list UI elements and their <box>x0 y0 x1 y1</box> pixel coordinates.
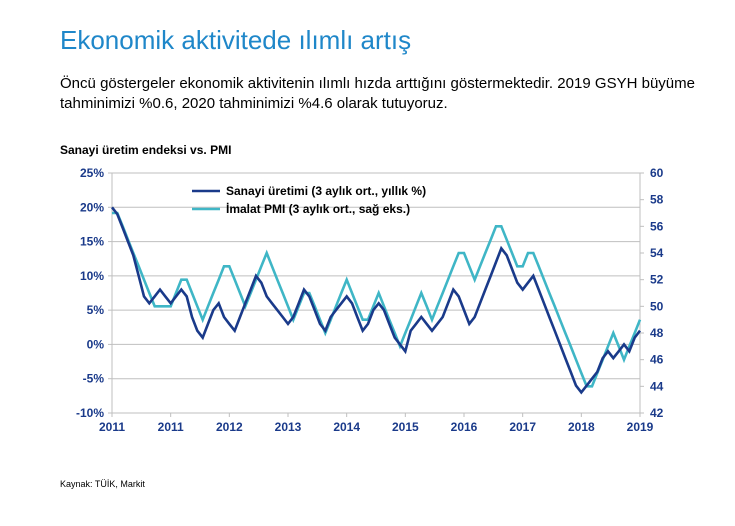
page-subtitle: Öncü göstergeler ekonomik aktivitenin ıl… <box>60 74 695 115</box>
y-left-tick: -10% <box>76 406 104 420</box>
x-tick: 2011 <box>99 420 125 434</box>
y-right-tick: 44 <box>650 379 664 393</box>
legend-label: Sanayi üretimi (3 aylık ort., yıllık %) <box>226 184 426 198</box>
page-title: Ekonomik aktivitede ılımlı artış <box>60 25 695 56</box>
y-left-tick: 5% <box>87 303 105 317</box>
x-tick: 2019 <box>627 420 654 434</box>
x-tick: 2014 <box>333 420 360 434</box>
x-tick: 2011 <box>158 420 184 434</box>
x-tick: 2018 <box>568 420 595 434</box>
legend-label: İmalat PMI (3 aylık ort., sağ eks.) <box>226 201 410 216</box>
line-chart: -10% -5% 0% 5% 10% 15% 20% 25% 42 44 46 48 50 52 54 56 5… <box>60 163 680 453</box>
y-right-tick: 56 <box>650 219 664 233</box>
x-tick: 2013 <box>275 420 302 434</box>
y-left-tick: 10% <box>80 268 104 282</box>
y-left-tick: 25% <box>80 166 104 180</box>
y-right-tick: 60 <box>650 166 664 180</box>
y-left-tick: 0% <box>87 337 105 351</box>
y-right-tick: 42 <box>650 406 664 420</box>
y-left-tick: 20% <box>80 200 104 214</box>
y-right-tick: 50 <box>650 299 664 313</box>
series-pmi <box>112 213 640 386</box>
y-right-tick: 54 <box>650 246 664 260</box>
x-tick: 2016 <box>451 420 478 434</box>
y-right-tick: 52 <box>650 272 664 286</box>
x-tick: 2012 <box>216 420 243 434</box>
y-left-tick: -5% <box>83 371 105 385</box>
y-right-tick: 48 <box>650 326 664 340</box>
y-right-tick: 46 <box>650 352 664 366</box>
chart-source: Kaynak: TÜİK, Markit <box>60 479 695 489</box>
x-tick: 2017 <box>509 420 536 434</box>
y-right-tick: 58 <box>650 192 664 206</box>
chart-title: Sanayi üretim endeksi vs. PMI <box>60 143 695 157</box>
y-left-tick: 15% <box>80 234 104 248</box>
x-tick: 2015 <box>392 420 419 434</box>
